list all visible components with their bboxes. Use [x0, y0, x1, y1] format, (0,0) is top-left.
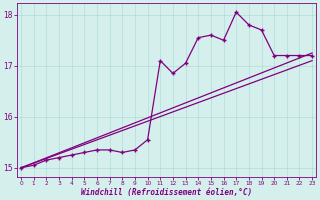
- X-axis label: Windchill (Refroidissement éolien,°C): Windchill (Refroidissement éolien,°C): [81, 188, 252, 197]
